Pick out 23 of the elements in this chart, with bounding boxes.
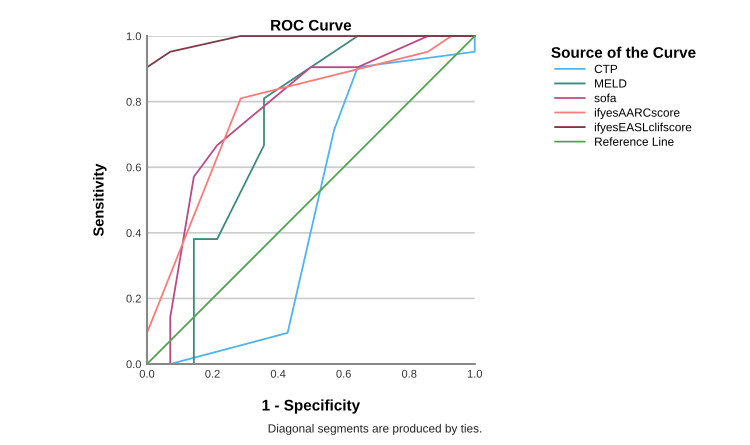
x-tick-label: 1.0 xyxy=(468,370,482,378)
y-tick-label: 0.2 xyxy=(126,294,141,303)
legend-label: MELD xyxy=(595,79,626,88)
y-tick-label: 0.8 xyxy=(126,98,141,106)
y-tick-label: 0.4 xyxy=(126,229,142,237)
legend-label: Reference Line xyxy=(595,137,674,146)
y-tick-label: 0.0 xyxy=(126,360,142,368)
legend-label: CTP xyxy=(594,64,618,74)
legend-title: Source of the Curve xyxy=(551,46,696,58)
x-tick-label: 0.8 xyxy=(402,370,416,378)
legend-label: ifyesAARCscore xyxy=(594,108,680,120)
chart-title: ROC Curve xyxy=(271,20,352,31)
y-axis-title: Sensitivity xyxy=(92,164,107,236)
legend-label: ifyesEASLclifscore xyxy=(594,122,692,134)
x-tick-label: 0.2 xyxy=(205,370,220,378)
legend-label: sofa xyxy=(594,94,616,102)
text: Diagonal segments are produced by ties. xyxy=(268,424,482,435)
y-tick-label: 1.0 xyxy=(126,32,142,40)
x-tick-label: 0.4 xyxy=(270,370,286,378)
x-tick-label: 0.0 xyxy=(140,370,154,378)
x-axis-title: 1 - Specificity xyxy=(262,399,360,414)
y-tick-label: 0.6 xyxy=(126,164,141,172)
x-tick-label: 0.6 xyxy=(336,370,351,378)
